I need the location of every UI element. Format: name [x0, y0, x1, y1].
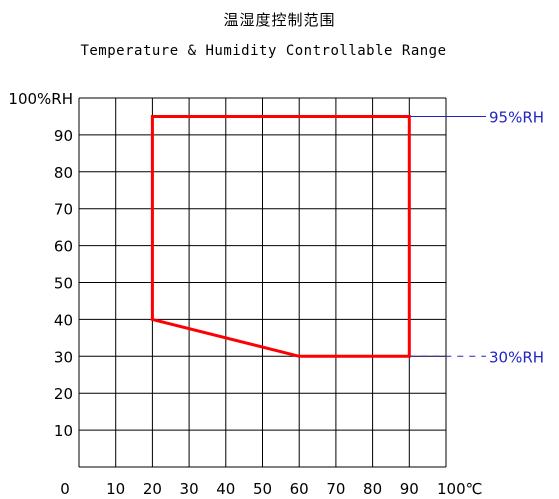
- chart-title: 温湿度控制范围: [223, 11, 336, 29]
- controllable-range-series: [150, 114, 411, 358]
- x-tick-label: 90: [400, 480, 419, 498]
- annotation-label: 30%RH: [489, 348, 544, 366]
- chart-grid: [78, 97, 447, 468]
- x-tick-label: 100℃: [437, 480, 482, 498]
- y-tick-label: 70: [54, 201, 73, 219]
- y-tick-label: 50: [54, 275, 73, 293]
- x-tick-label: 40: [216, 480, 235, 498]
- y-tick-label: 90: [54, 127, 73, 145]
- range-boundary: [150, 114, 411, 358]
- x-tick-label: 0: [60, 480, 70, 498]
- y-axis-ticks: 100%RH 90 80 70 60 50 40 30 20 10: [8, 90, 73, 440]
- y-tick-label: 80: [54, 164, 73, 182]
- annotation-label: 95%RH: [489, 108, 544, 126]
- y-tick-label: 30: [54, 348, 73, 366]
- x-tick-label: 20: [143, 480, 162, 498]
- x-tick-label: 30: [180, 480, 199, 498]
- x-tick-label: 60: [290, 480, 309, 498]
- x-tick-label: 70: [326, 480, 345, 498]
- x-tick-label: 80: [363, 480, 382, 498]
- y-tick-label: 20: [54, 385, 73, 403]
- y-tick-label: 60: [54, 238, 73, 256]
- humidity-annotations: 95%RH 30%RH: [409, 108, 544, 366]
- chart-subtitle: Temperature & Humidity Controllable Rang…: [80, 43, 447, 59]
- x-tick-label: 10: [106, 480, 125, 498]
- x-axis-ticks: 0 10 20 30 40 50 60 70 80 90 100℃: [60, 480, 482, 498]
- y-tick-label: 100%RH: [8, 90, 73, 108]
- y-tick-label: 10: [54, 422, 73, 440]
- x-tick-label: 50: [253, 480, 272, 498]
- y-tick-label: 40: [54, 311, 73, 329]
